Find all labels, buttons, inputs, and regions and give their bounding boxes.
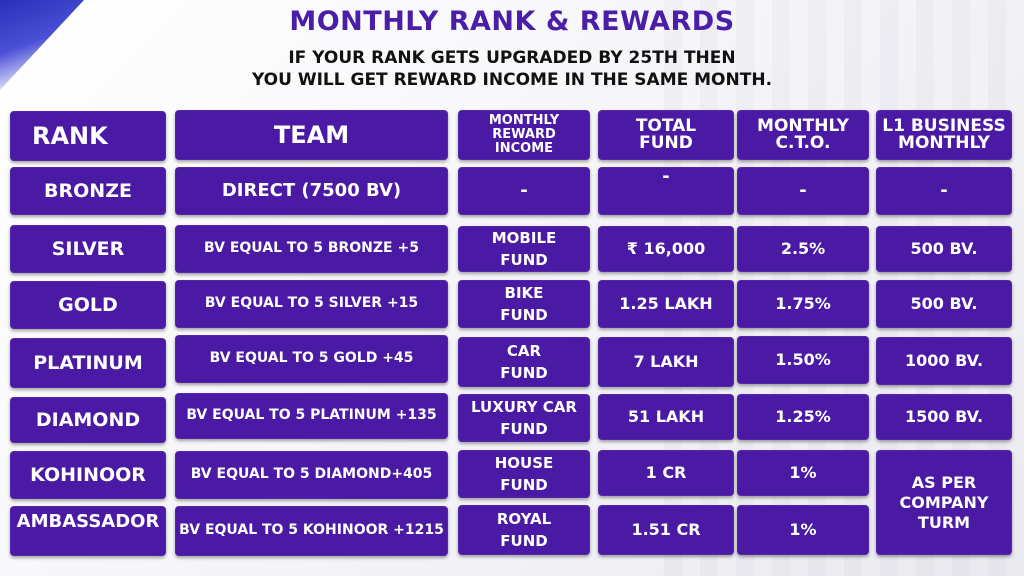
- header-fund-line-2: FUND: [639, 133, 693, 153]
- reward-platinum-line-2: FUND: [500, 364, 548, 382]
- team-diamond: BV EQUAL TO 5 PLATINUM +135: [175, 393, 448, 439]
- reward-kohinoor-line-2: FUND: [500, 476, 548, 494]
- header-team: TEAM: [175, 110, 448, 160]
- reward-ambassador: ROYAL FUND: [458, 505, 590, 555]
- reward-gold-line-2: FUND: [500, 306, 548, 324]
- cto-silver: 2.5%: [737, 226, 869, 272]
- header-reward-line-3: INCOME: [494, 141, 554, 156]
- cto-ambassador: 1%: [737, 505, 869, 555]
- subtitle-line-2: YOU WILL GET REWARD INCOME IN THE SAME M…: [251, 70, 773, 90]
- header-cto-line-2: C.T.O.: [775, 133, 831, 153]
- cto-gold: 1.75%: [737, 280, 869, 328]
- header-total-fund: TOTAL FUND: [598, 110, 734, 160]
- l1-bronze: -: [876, 167, 1012, 215]
- l1-platinum: 1000 BV.: [876, 337, 1012, 385]
- l1-gold: 500 BV.: [876, 280, 1012, 328]
- cto-platinum: 1.50%: [737, 336, 869, 384]
- rank-diamond: DIAMOND: [10, 397, 166, 443]
- reward-ambassador-line-2: FUND: [500, 532, 548, 550]
- team-ambassador: BV EQUAL TO 5 KOHINOOR +1215: [175, 506, 448, 556]
- cto-kohinoor: 1%: [737, 450, 869, 496]
- l1-diamond: 1500 BV.: [876, 394, 1012, 440]
- fund-kohinoor: 1 CR: [598, 450, 734, 496]
- rank-gold: GOLD: [10, 281, 166, 329]
- team-silver: BV EQUAL TO 5 BRONZE +5: [175, 225, 448, 273]
- team-bronze: DIRECT (7500 BV): [175, 167, 448, 215]
- cto-bronze: -: [737, 167, 869, 215]
- header-cto-line-1: MONTHLY: [757, 116, 849, 136]
- rank-ambassador: AMBASSADOR: [10, 506, 166, 556]
- header-fund-line-1: TOTAL: [635, 116, 697, 136]
- reward-platinum: CAR FUND: [458, 337, 590, 387]
- reward-gold: BIKE FUND: [458, 280, 590, 328]
- team-kohinoor: BV EQUAL TO 5 DIAMOND+405: [175, 451, 448, 499]
- header-l1-line-1: L1 BUSINESS: [882, 116, 1006, 136]
- rank-kohinoor: KOHINOOR: [10, 451, 166, 499]
- fund-platinum: 7 LAKH: [598, 337, 734, 387]
- header-reward-line-2: REWARD: [492, 127, 556, 142]
- reward-kohinoor: HOUSE FUND: [458, 450, 590, 498]
- reward-diamond: LUXURY CAR FUND: [458, 394, 590, 442]
- reward-gold-line-1: BIKE: [504, 284, 544, 302]
- rank-silver: SILVER: [10, 225, 166, 273]
- header-rank: RANK: [10, 111, 166, 161]
- fund-silver: ₹ 16,000: [598, 226, 734, 272]
- header-l1-business-monthly: L1 BUSINESS MONTHLY: [876, 110, 1012, 160]
- fund-diamond: 51 LAKH: [598, 394, 734, 440]
- team-gold: BV EQUAL TO 5 SILVER +15: [175, 280, 448, 328]
- team-platinum: BV EQUAL TO 5 GOLD +45: [175, 335, 448, 383]
- subtitle-line-1: IF YOUR RANK GETS UPGRADED BY 25TH THEN: [288, 48, 736, 68]
- l1-kohinoor-ambassador: AS PER COMPANY TURM: [876, 450, 1012, 555]
- reward-diamond-line-1: LUXURY CAR: [471, 398, 577, 416]
- reward-silver-line-1: MOBILE: [491, 229, 557, 247]
- header-monthly-reward-income: MONTHLY REWARD INCOME: [458, 110, 590, 160]
- reward-platinum-line-1: CAR: [506, 342, 542, 360]
- reward-silver-line-2: FUND: [500, 251, 548, 269]
- page-title: MONTHLY RANK & REWARDS: [289, 6, 735, 37]
- fund-ambassador: 1.51 CR: [598, 505, 734, 555]
- l1-merged-line-2: COMPANY: [899, 492, 989, 512]
- l1-silver: 500 BV.: [876, 226, 1012, 272]
- reward-kohinoor-line-1: HOUSE: [494, 454, 554, 472]
- header-l1-line-2: MONTHLY: [898, 133, 990, 153]
- header-reward-line-1: MONTHLY: [488, 113, 560, 128]
- reward-diamond-line-2: FUND: [500, 420, 548, 438]
- l1-merged-line-3: TURM: [917, 512, 971, 532]
- header-monthly-cto: MONTHLY C.T.O.: [737, 110, 869, 160]
- rank-platinum: PLATINUM: [10, 338, 166, 388]
- reward-ambassador-line-1: ROYAL: [496, 510, 552, 528]
- l1-merged-line-1: AS PER: [911, 472, 977, 492]
- fund-gold: 1.25 LAKH: [598, 280, 734, 328]
- cto-diamond: 1.25%: [737, 394, 869, 440]
- reward-bronze: -: [458, 167, 590, 215]
- reward-silver: MOBILE FUND: [458, 226, 590, 272]
- rank-bronze: BRONZE: [10, 167, 166, 215]
- fund-bronze: -: [598, 167, 734, 215]
